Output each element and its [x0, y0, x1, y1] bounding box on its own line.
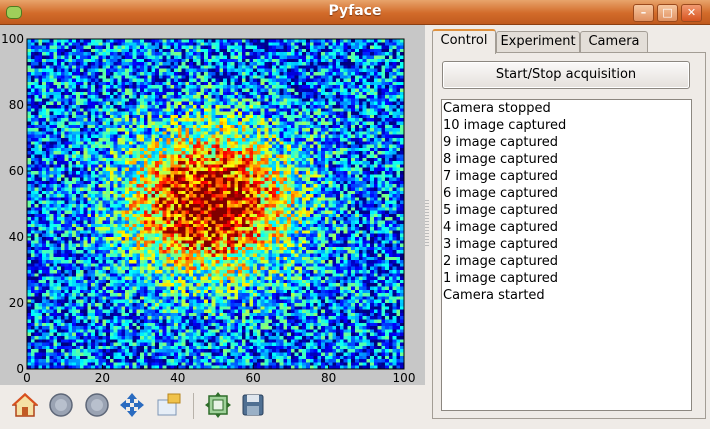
subplots-icon[interactable]	[205, 392, 231, 418]
panel-splitter-handle[interactable]	[425, 200, 429, 248]
x-tick-label: 40	[170, 371, 185, 385]
x-tick-label: 60	[246, 371, 261, 385]
log-entry: 1 image captured	[442, 270, 691, 287]
control-panel: Start/Stop acquisition Camera stopped 10 …	[432, 52, 706, 419]
window-title: Pyface	[0, 3, 710, 19]
log-entry: 9 image captured	[442, 134, 691, 151]
home-icon[interactable]	[12, 392, 38, 418]
x-tick-label: 100	[393, 371, 416, 385]
log-entry: 7 image captured	[442, 168, 691, 185]
log-entry: Camera started	[442, 287, 691, 304]
close-button[interactable]: ✕	[681, 4, 702, 22]
tab-camera[interactable]: Camera	[580, 31, 648, 52]
log-entry: 4 image captured	[442, 219, 691, 236]
y-tick-label: 100	[1, 32, 24, 46]
y-tick-label: 80	[9, 98, 24, 112]
y-tick-label: 60	[9, 164, 24, 178]
log-entry: 2 image captured	[442, 253, 691, 270]
navigation-toolbar	[0, 385, 425, 429]
start-stop-acquisition-button[interactable]: Start/Stop acquisition	[442, 61, 690, 89]
log-entry: 5 image captured	[442, 202, 691, 219]
y-tick-label: 20	[9, 296, 24, 310]
x-tick-label: 80	[321, 371, 336, 385]
save-icon[interactable]	[240, 392, 266, 418]
log-entry: 10 image captured	[442, 117, 691, 134]
tab-experiment[interactable]: Experiment	[496, 31, 580, 52]
heatmap-chart[interactable]: 0 20 40 60 80 100 0 20 40 60 80 100	[0, 25, 425, 385]
toolbar-separator	[193, 393, 194, 419]
zoom-icon[interactable]	[156, 392, 182, 418]
forward-icon[interactable]	[84, 392, 110, 418]
log-entry: 3 image captured	[442, 236, 691, 253]
maximize-button[interactable]: □	[657, 4, 678, 22]
log-entry: Camera stopped	[442, 100, 691, 117]
log-entry: 6 image captured	[442, 185, 691, 202]
tab-control[interactable]: Control	[432, 29, 496, 54]
log-entry: 8 image captured	[442, 151, 691, 168]
minimize-button[interactable]: –	[633, 4, 654, 22]
back-icon[interactable]	[48, 392, 74, 418]
y-tick-label: 40	[9, 230, 24, 244]
pan-icon[interactable]	[119, 392, 145, 418]
plot-canvas-area[interactable]: 0 20 40 60 80 100 0 20 40 60 80 100	[0, 25, 425, 385]
log-list[interactable]: Camera stopped 10 image captured 9 image c…	[441, 99, 692, 411]
y-tick-label: 0	[16, 362, 24, 376]
heatmap-image	[27, 39, 404, 369]
x-tick-label: 0	[23, 371, 31, 385]
title-bar[interactable]: Pyface – □ ✕	[0, 0, 710, 25]
x-tick-label: 20	[95, 371, 110, 385]
